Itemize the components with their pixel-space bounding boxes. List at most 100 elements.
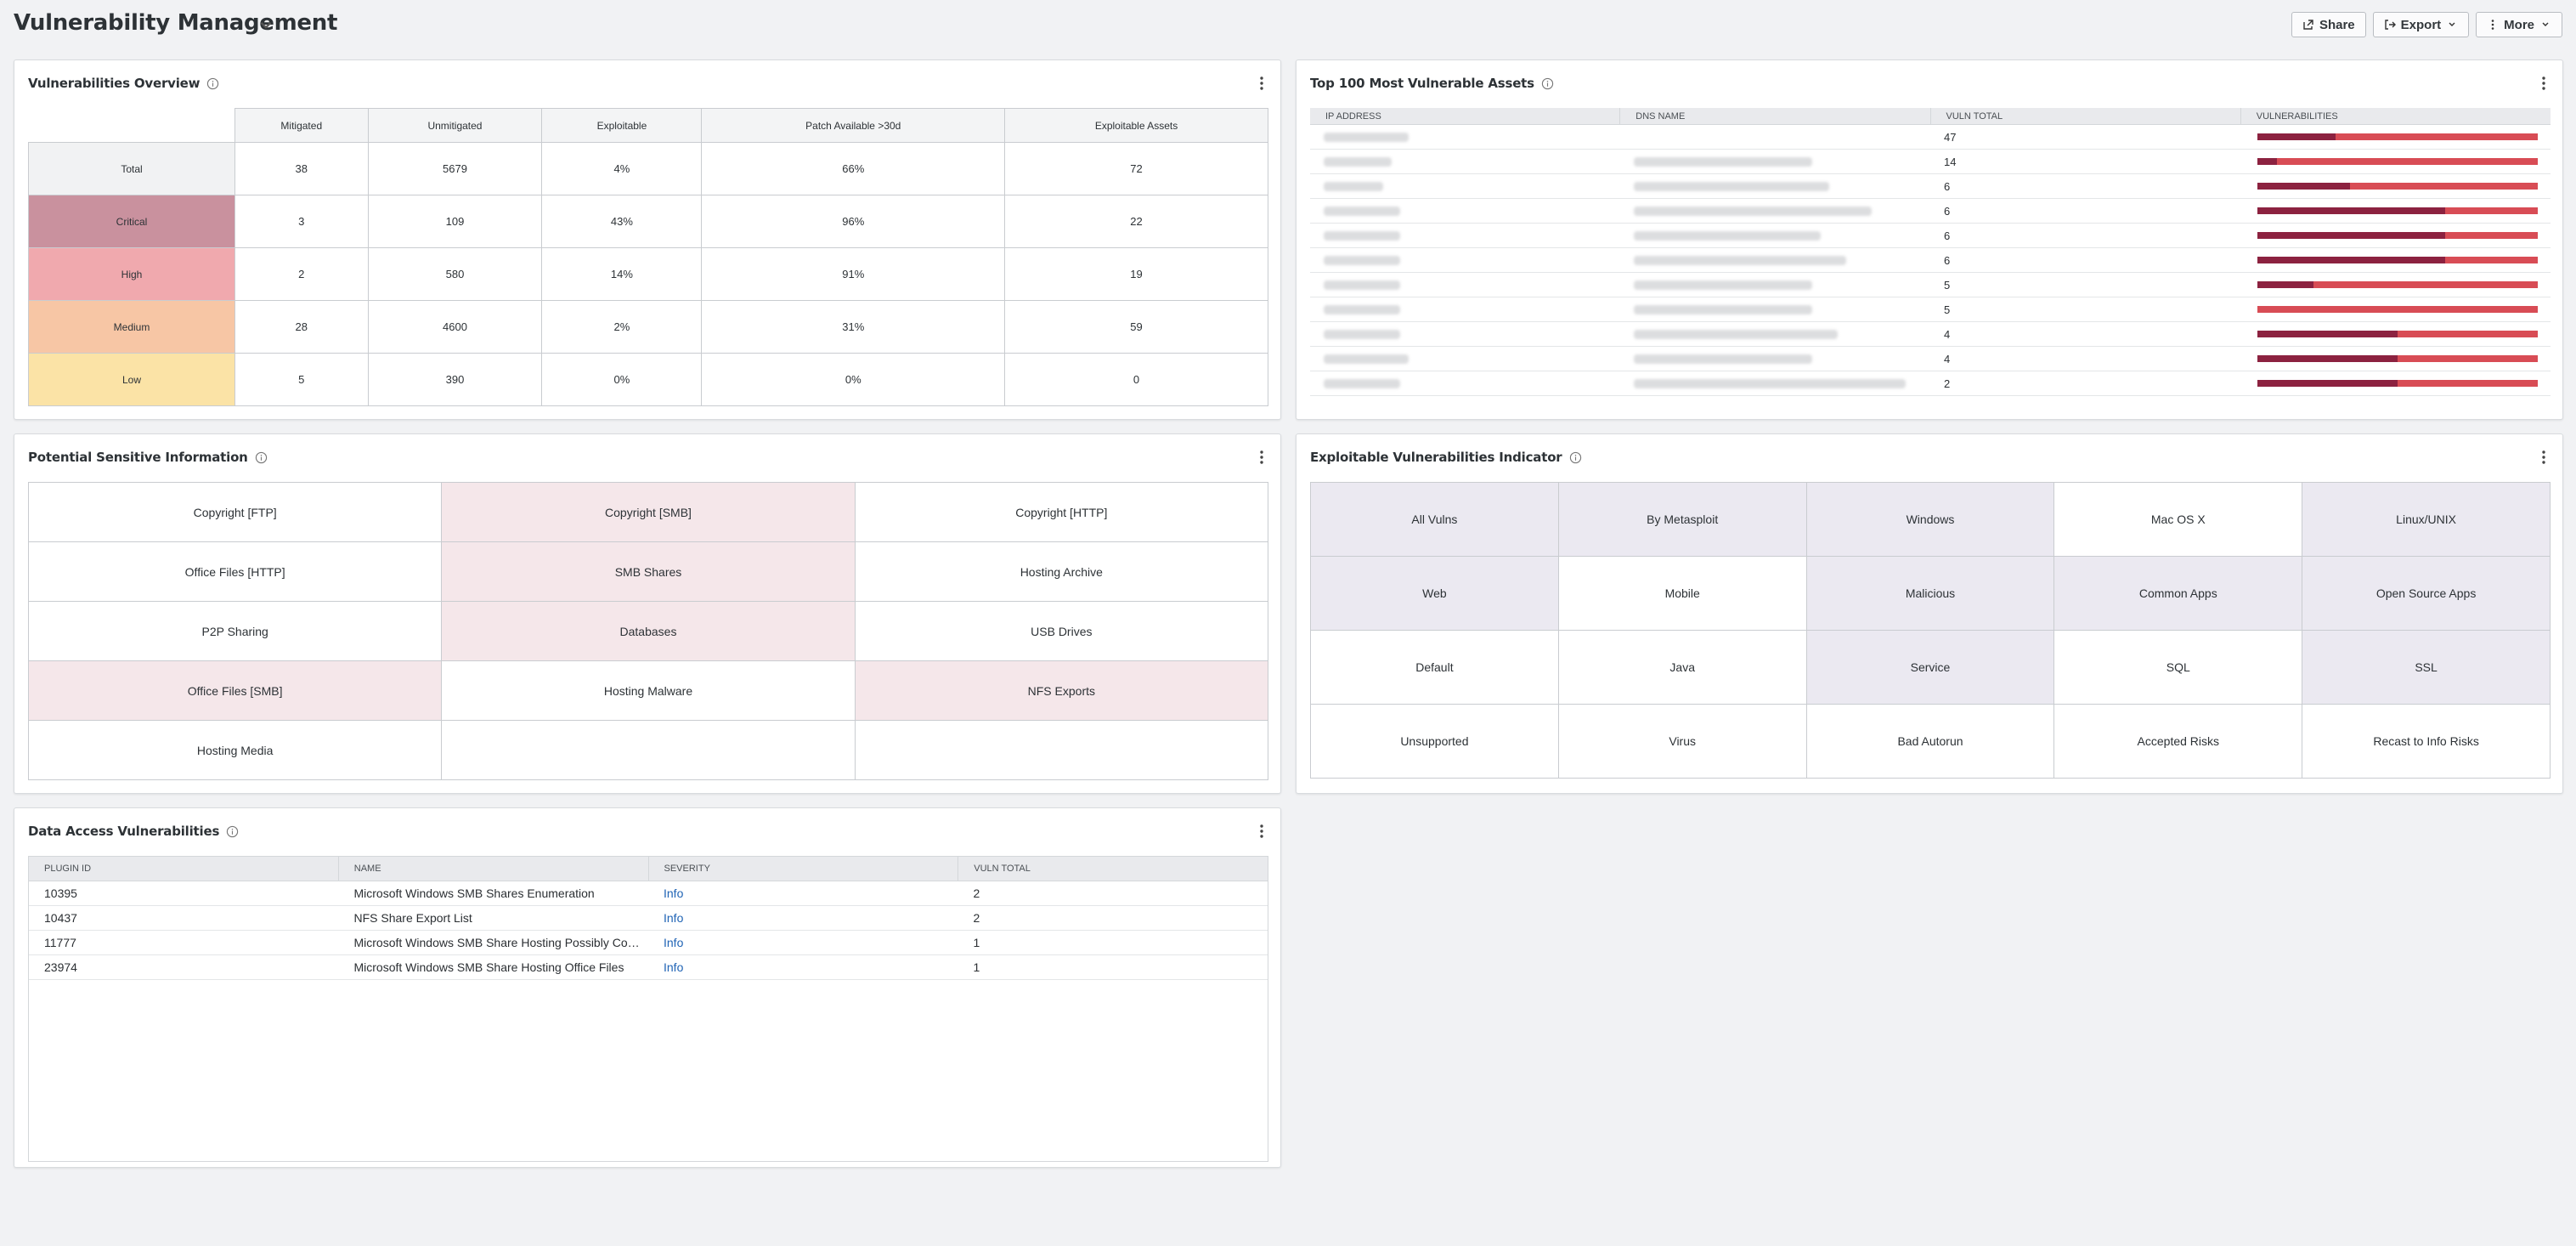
table-row[interactable]: Critical 3 109 43% 96% 22 <box>28 195 1268 248</box>
info-icon[interactable] <box>255 451 268 464</box>
sensitive-info-cell[interactable]: Copyright [FTP] <box>29 483 443 542</box>
table-cell[interactable]: 3 <box>234 195 369 248</box>
column-header[interactable]: VULNERABILITIES <box>2240 108 2551 124</box>
exploitable-cell[interactable]: Linux/UNIX <box>2302 483 2551 557</box>
sensitive-info-cell[interactable]: Databases <box>442 602 856 661</box>
sensitive-info-cell[interactable]: USB Drives <box>855 602 1268 661</box>
table-cell[interactable]: 5 <box>234 353 369 406</box>
table-cell[interactable]: 43% <box>541 195 703 248</box>
exploitable-cell[interactable]: Common Apps <box>2054 557 2303 631</box>
table-row[interactable]: 5 <box>1310 297 2551 322</box>
table-cell[interactable]: 22 <box>1004 195 1268 248</box>
table-row[interactable]: 6 <box>1310 224 2551 248</box>
info-icon[interactable] <box>1541 77 1554 90</box>
table-row[interactable]: Total 38 5679 4% 66% 72 <box>28 142 1268 195</box>
exploitable-cell[interactable]: Unsupported <box>1311 705 1559 779</box>
column-header[interactable]: VULN TOTAL <box>958 857 1268 881</box>
table-cell[interactable]: 91% <box>701 247 1006 301</box>
exploitable-cell[interactable]: SQL <box>2054 631 2303 705</box>
exploitable-cell[interactable]: Mobile <box>1558 557 1807 631</box>
severity-bar[interactable] <box>2257 306 2538 313</box>
share-button[interactable]: Share <box>2291 12 2366 37</box>
table-cell[interactable]: 4% <box>541 142 703 195</box>
chevron-down-icon[interactable] <box>257 15 275 34</box>
table-row[interactable]: 11777 Microsoft Windows SMB Share Hosting… <box>29 931 1268 955</box>
severity-bar[interactable] <box>2257 331 2538 337</box>
table-row[interactable]: 6 <box>1310 199 2551 224</box>
column-header[interactable]: DNS NAME <box>1619 108 1929 124</box>
sensitive-info-cell[interactable]: Hosting Malware <box>442 661 856 721</box>
exploitable-cell[interactable]: Mac OS X <box>2054 483 2303 557</box>
table-cell[interactable]: 580 <box>367 247 543 301</box>
panel-menu-icon[interactable] <box>2539 74 2549 93</box>
table-row[interactable]: 14 <box>1310 150 2551 174</box>
exploitable-cell[interactable]: Service <box>1806 631 2055 705</box>
info-icon[interactable] <box>226 825 239 838</box>
severity-bar[interactable] <box>2257 281 2538 288</box>
table-cell[interactable]: 2 <box>234 247 369 301</box>
table-cell[interactable]: 66% <box>701 142 1006 195</box>
table-row[interactable]: Medium 28 4600 2% 31% 59 <box>28 300 1268 354</box>
table-row[interactable]: 23974 Microsoft Windows SMB Share Hosting… <box>29 955 1268 980</box>
table-row[interactable]: 6 <box>1310 248 2551 273</box>
exploitable-cell[interactable]: SSL <box>2302 631 2551 705</box>
sensitive-info-cell[interactable]: Hosting Archive <box>855 542 1268 602</box>
table-cell[interactable]: 0 <box>1004 353 1268 406</box>
table-cell[interactable]: 72 <box>1004 142 1268 195</box>
table-cell[interactable]: 2% <box>541 300 703 354</box>
severity-bar[interactable] <box>2257 380 2538 387</box>
table-cell[interactable]: 0% <box>701 353 1006 406</box>
table-cell[interactable]: 109 <box>367 195 543 248</box>
table-row[interactable]: Low 5 390 0% 0% 0 <box>28 353 1268 406</box>
sensitive-info-cell[interactable]: P2P Sharing <box>29 602 443 661</box>
table-cell[interactable]: 14% <box>541 247 703 301</box>
severity-bar[interactable] <box>2257 207 2538 214</box>
exploitable-cell[interactable]: Java <box>1558 631 1807 705</box>
exploitable-cell[interactable]: All Vulns <box>1311 483 1559 557</box>
info-icon[interactable] <box>206 77 219 90</box>
panel-menu-icon[interactable] <box>1257 822 1267 841</box>
table-row[interactable]: 47 <box>1310 125 2551 150</box>
exploitable-cell[interactable]: Virus <box>1558 705 1807 779</box>
exploitable-cell[interactable]: Bad Autorun <box>1806 705 2055 779</box>
exploitable-cell[interactable]: Web <box>1311 557 1559 631</box>
severity-bar[interactable] <box>2257 133 2538 140</box>
sensitive-info-cell[interactable]: Office Files [HTTP] <box>29 542 443 602</box>
info-icon[interactable] <box>1569 451 1582 464</box>
exploitable-cell[interactable]: Open Source Apps <box>2302 557 2551 631</box>
column-header[interactable]: VULN TOTAL <box>1929 108 2240 124</box>
table-cell[interactable]: 5679 <box>367 142 543 195</box>
severity-link[interactable]: Info <box>664 960 684 974</box>
exploitable-cell[interactable]: Recast to Info Risks <box>2302 705 2551 779</box>
sensitive-info-cell[interactable]: Copyright [HTTP] <box>855 483 1268 542</box>
severity-bar[interactable] <box>2257 232 2538 239</box>
sensitive-info-cell[interactable]: Office Files [SMB] <box>29 661 443 721</box>
more-button[interactable]: More <box>2476 12 2562 37</box>
severity-bar[interactable] <box>2257 158 2538 165</box>
exploitable-cell[interactable]: Default <box>1311 631 1559 705</box>
column-header[interactable]: IP ADDRESS <box>1325 111 1381 122</box>
severity-link[interactable]: Info <box>664 911 684 925</box>
table-row[interactable]: 6 <box>1310 174 2551 199</box>
table-row[interactable]: 2 <box>1310 371 2551 396</box>
panel-menu-icon[interactable] <box>1257 448 1267 467</box>
severity-bar[interactable] <box>2257 183 2538 190</box>
severity-bar[interactable] <box>2257 355 2538 362</box>
column-header[interactable]: PLUGIN ID <box>44 864 92 874</box>
table-cell[interactable]: 38 <box>234 142 369 195</box>
sensitive-info-cell[interactable]: Hosting Media <box>29 721 443 780</box>
table-row[interactable]: 4 <box>1310 347 2551 371</box>
table-cell[interactable]: 0% <box>541 353 703 406</box>
exploitable-cell[interactable]: Accepted Risks <box>2054 705 2303 779</box>
panel-menu-icon[interactable] <box>2539 448 2549 467</box>
sensitive-info-cell[interactable]: Copyright [SMB] <box>442 483 856 542</box>
table-cell[interactable]: 96% <box>701 195 1006 248</box>
exploitable-cell[interactable]: Windows <box>1806 483 2055 557</box>
severity-link[interactable]: Info <box>664 936 684 949</box>
column-header[interactable]: NAME <box>337 857 648 881</box>
table-cell[interactable]: 19 <box>1004 247 1268 301</box>
table-cell[interactable]: 59 <box>1004 300 1268 354</box>
table-row[interactable]: 5 <box>1310 273 2551 297</box>
exploitable-cell[interactable]: By Metasploit <box>1558 483 1807 557</box>
sensitive-info-cell[interactable]: NFS Exports <box>855 661 1268 721</box>
